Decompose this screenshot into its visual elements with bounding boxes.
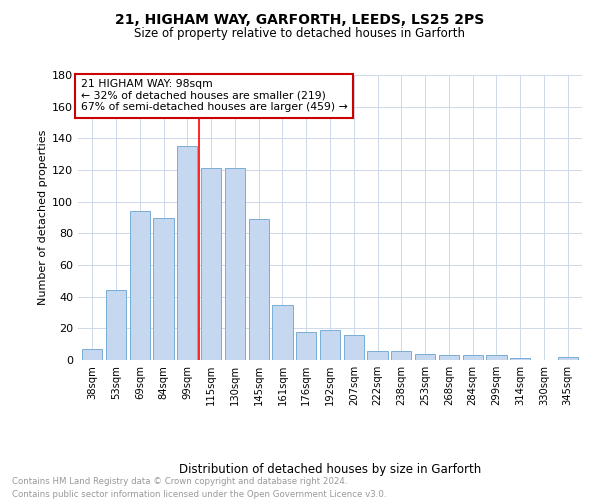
Bar bbox=[487, 355, 506, 360]
Bar bbox=[367, 350, 388, 360]
Bar bbox=[82, 349, 103, 360]
Bar bbox=[415, 354, 435, 360]
Bar bbox=[201, 168, 221, 360]
Bar bbox=[510, 358, 530, 360]
Text: 21, HIGHAM WAY, GARFORTH, LEEDS, LS25 2PS: 21, HIGHAM WAY, GARFORTH, LEEDS, LS25 2P… bbox=[115, 12, 485, 26]
Bar bbox=[391, 350, 412, 360]
Bar bbox=[463, 355, 483, 360]
Text: 21 HIGHAM WAY: 98sqm
← 32% of detached houses are smaller (219)
67% of semi-deta: 21 HIGHAM WAY: 98sqm ← 32% of detached h… bbox=[80, 80, 347, 112]
Bar bbox=[272, 304, 293, 360]
Bar bbox=[177, 146, 197, 360]
Bar bbox=[248, 219, 269, 360]
Bar bbox=[439, 355, 459, 360]
Bar bbox=[225, 168, 245, 360]
Bar bbox=[154, 218, 173, 360]
Text: Contains HM Land Registry data © Crown copyright and database right 2024.: Contains HM Land Registry data © Crown c… bbox=[12, 478, 347, 486]
Bar bbox=[320, 330, 340, 360]
Bar bbox=[296, 332, 316, 360]
Text: Distribution of detached houses by size in Garforth: Distribution of detached houses by size … bbox=[179, 462, 481, 475]
Bar bbox=[106, 290, 126, 360]
Bar bbox=[557, 357, 578, 360]
Text: Size of property relative to detached houses in Garforth: Size of property relative to detached ho… bbox=[134, 28, 466, 40]
Bar bbox=[344, 334, 364, 360]
Bar bbox=[130, 211, 150, 360]
Y-axis label: Number of detached properties: Number of detached properties bbox=[38, 130, 48, 305]
Text: Contains public sector information licensed under the Open Government Licence v3: Contains public sector information licen… bbox=[12, 490, 386, 499]
